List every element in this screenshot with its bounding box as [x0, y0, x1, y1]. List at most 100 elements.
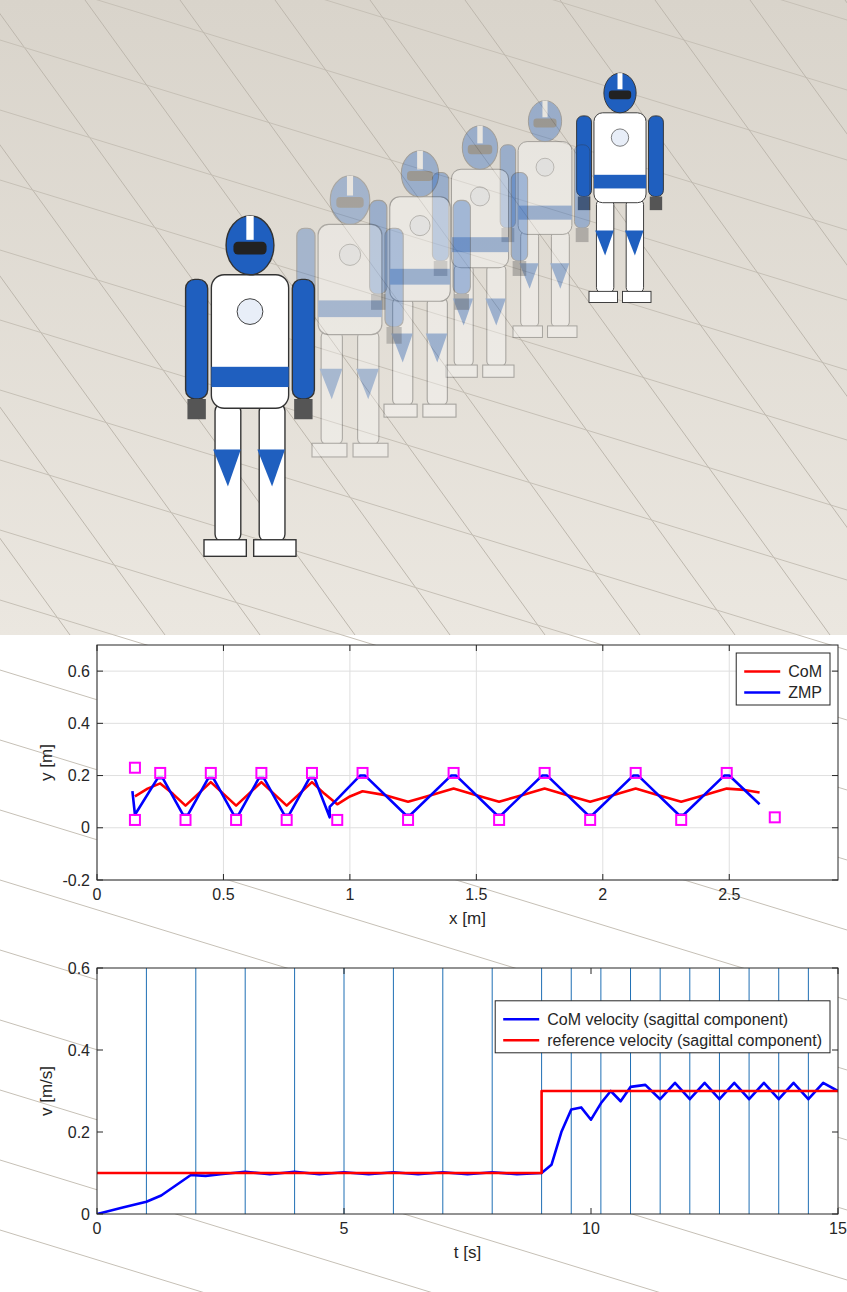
step-time-line — [442, 968, 443, 1214]
belt — [318, 300, 382, 317]
tick-label: 1 — [345, 886, 354, 903]
tick — [349, 645, 350, 651]
tick-label: 0.5 — [212, 886, 234, 903]
plot-area — [97, 968, 838, 1214]
floor-tile-line — [370, 0, 830, 635]
head-stripe — [246, 216, 253, 240]
arm — [186, 279, 208, 399]
robot — [186, 216, 315, 556]
data-layer — [130, 763, 780, 825]
legend-box — [495, 1001, 830, 1053]
floor-tile-line — [0, 0, 847, 230]
legend-swatch — [744, 670, 780, 673]
legend-label: CoM velocity (sagittal component) — [547, 1011, 788, 1028]
head — [226, 216, 274, 275]
torso — [594, 113, 646, 203]
hand — [386, 327, 401, 344]
footstep-marker — [494, 815, 504, 825]
floor-tile-line — [560, 0, 847, 635]
axis-title: x [m] — [449, 909, 486, 928]
chest — [410, 216, 430, 236]
tick — [591, 1208, 592, 1214]
knee — [625, 231, 644, 256]
foot — [254, 540, 296, 557]
axis-title: v [m/s] — [37, 1066, 56, 1116]
foot — [423, 404, 456, 417]
tick — [602, 874, 603, 880]
floor-tile-line — [750, 0, 847, 635]
hand — [650, 197, 662, 211]
tick — [832, 1050, 838, 1051]
tick — [838, 968, 839, 974]
visor — [468, 145, 492, 155]
data-layer — [97, 968, 838, 1214]
tick-label: 0.2 — [68, 767, 90, 784]
tick — [832, 671, 838, 672]
footstep-marker — [155, 768, 165, 778]
tick — [832, 1132, 838, 1133]
floor-tile-line — [180, 0, 640, 635]
tick-label: 0 — [81, 819, 90, 836]
floor-tile-line — [0, 390, 847, 650]
floor-tile-line — [85, 0, 545, 635]
legend-box — [736, 653, 830, 705]
floor-tile-line — [0, 0, 847, 20]
tick — [591, 968, 592, 974]
floor-tile-line — [0, 180, 847, 440]
step-time-line — [294, 968, 295, 1214]
legend-label: reference velocity (sagittal component) — [547, 1032, 822, 1049]
torso — [211, 275, 288, 408]
floor — [0, 0, 847, 635]
tick — [476, 645, 477, 651]
legend-swatch — [503, 1039, 539, 1042]
tick — [838, 1208, 839, 1214]
tick-label: 5 — [340, 1220, 349, 1237]
tick-label: 10 — [582, 1220, 600, 1237]
tick — [729, 874, 730, 880]
hand — [576, 228, 589, 242]
floor-tile-line — [0, 320, 847, 580]
tick — [344, 1208, 345, 1214]
tick-label: 2.5 — [718, 886, 740, 903]
tick — [729, 645, 730, 651]
head-stripe — [542, 101, 547, 118]
footstep-marker — [256, 768, 266, 778]
grid-line — [729, 645, 730, 880]
tick — [97, 968, 98, 974]
visor — [533, 119, 556, 128]
head-stripe — [477, 126, 482, 144]
series-line — [97, 1091, 838, 1173]
step-time-line — [393, 968, 394, 1214]
chest — [339, 244, 360, 265]
tick — [97, 880, 103, 881]
floor-tile-line — [0, 0, 847, 160]
foot — [312, 443, 347, 457]
tick — [832, 968, 838, 969]
legend: CoM velocity (sagittal component) referen… — [495, 1001, 830, 1053]
legend-swatch — [503, 1018, 539, 1021]
foot — [548, 326, 577, 338]
tick — [97, 723, 103, 724]
footstep-marker — [403, 815, 413, 825]
figure: 00.511.522.5-0.200.20.40.6x [m]y [m]CoMZ… — [0, 0, 847, 1292]
chart: 05101500.20.40.6t [s]v [m/s]CoM velocity… — [37, 960, 847, 1263]
tick-label: 0 — [81, 1206, 90, 1223]
foot — [446, 365, 477, 377]
tick-label: 0.6 — [68, 663, 90, 680]
footstep-marker — [770, 812, 780, 822]
foot — [353, 443, 388, 457]
tick — [602, 645, 603, 651]
grid-line — [223, 645, 224, 880]
floor-tile-line — [0, 0, 165, 635]
axis-title: t [s] — [454, 1243, 481, 1262]
plot-area — [97, 645, 838, 880]
legend-label: CoM — [788, 663, 822, 680]
floor-tile-line — [0, 110, 847, 370]
robot — [500, 101, 590, 338]
head — [528, 101, 561, 142]
series-line — [97, 1083, 838, 1214]
footstep-marker — [722, 768, 732, 778]
tick — [344, 968, 345, 974]
tick — [223, 874, 224, 880]
foot — [384, 404, 417, 417]
